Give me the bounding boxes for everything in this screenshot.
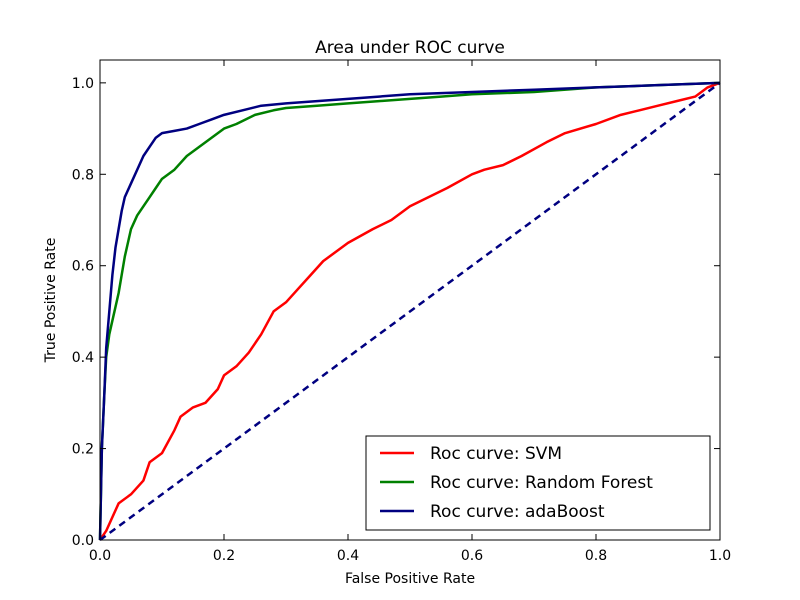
x-tick-label: 0.2: [213, 548, 235, 564]
y-tick-label: 0.4: [72, 350, 94, 366]
y-tick-label: 1.0: [72, 76, 94, 92]
series-layer: [98, 81, 721, 542]
chart-title: Area under ROC curve: [315, 38, 505, 58]
y-axis-title: True Positive Rate: [43, 238, 59, 364]
y-axis: 0.0 0.2 0.4 0.6 0.8 1.0: [72, 76, 720, 549]
x-axis-title: False Positive Rate: [345, 571, 475, 587]
legend-label-random-forest: Roc curve: Random Forest: [430, 473, 653, 493]
series-line-svm: [98, 81, 721, 541]
series-line-random-forest: [98, 81, 721, 541]
y-tick-label: 0.2: [72, 442, 94, 458]
x-tick-label: 1.0: [709, 548, 731, 564]
x-tick-label: 0.6: [461, 548, 483, 564]
series-line-adaboost: [98, 81, 721, 541]
x-axis: 0.0 0.2 0.4 0.6 0.8 1.0: [89, 60, 731, 564]
x-tick-label: 0.8: [585, 548, 607, 564]
x-tick-label: 0.0: [89, 548, 111, 564]
series-line-chance-diagonal: [99, 81, 721, 542]
y-tick-label: 0.6: [72, 259, 94, 275]
y-tick-label: 0.0: [72, 533, 94, 549]
legend-label-adaboost: Roc curve: adaBoost: [430, 502, 605, 522]
legend-label-svm: Roc curve: SVM: [430, 444, 562, 464]
y-tick-label: 0.8: [72, 167, 94, 183]
legend: Roc curve: SVM Roc curve: Random Forest …: [365, 435, 711, 531]
plot-frame: [99, 59, 721, 541]
legend-box: [365, 435, 711, 531]
x-tick-label: 0.4: [337, 548, 359, 564]
